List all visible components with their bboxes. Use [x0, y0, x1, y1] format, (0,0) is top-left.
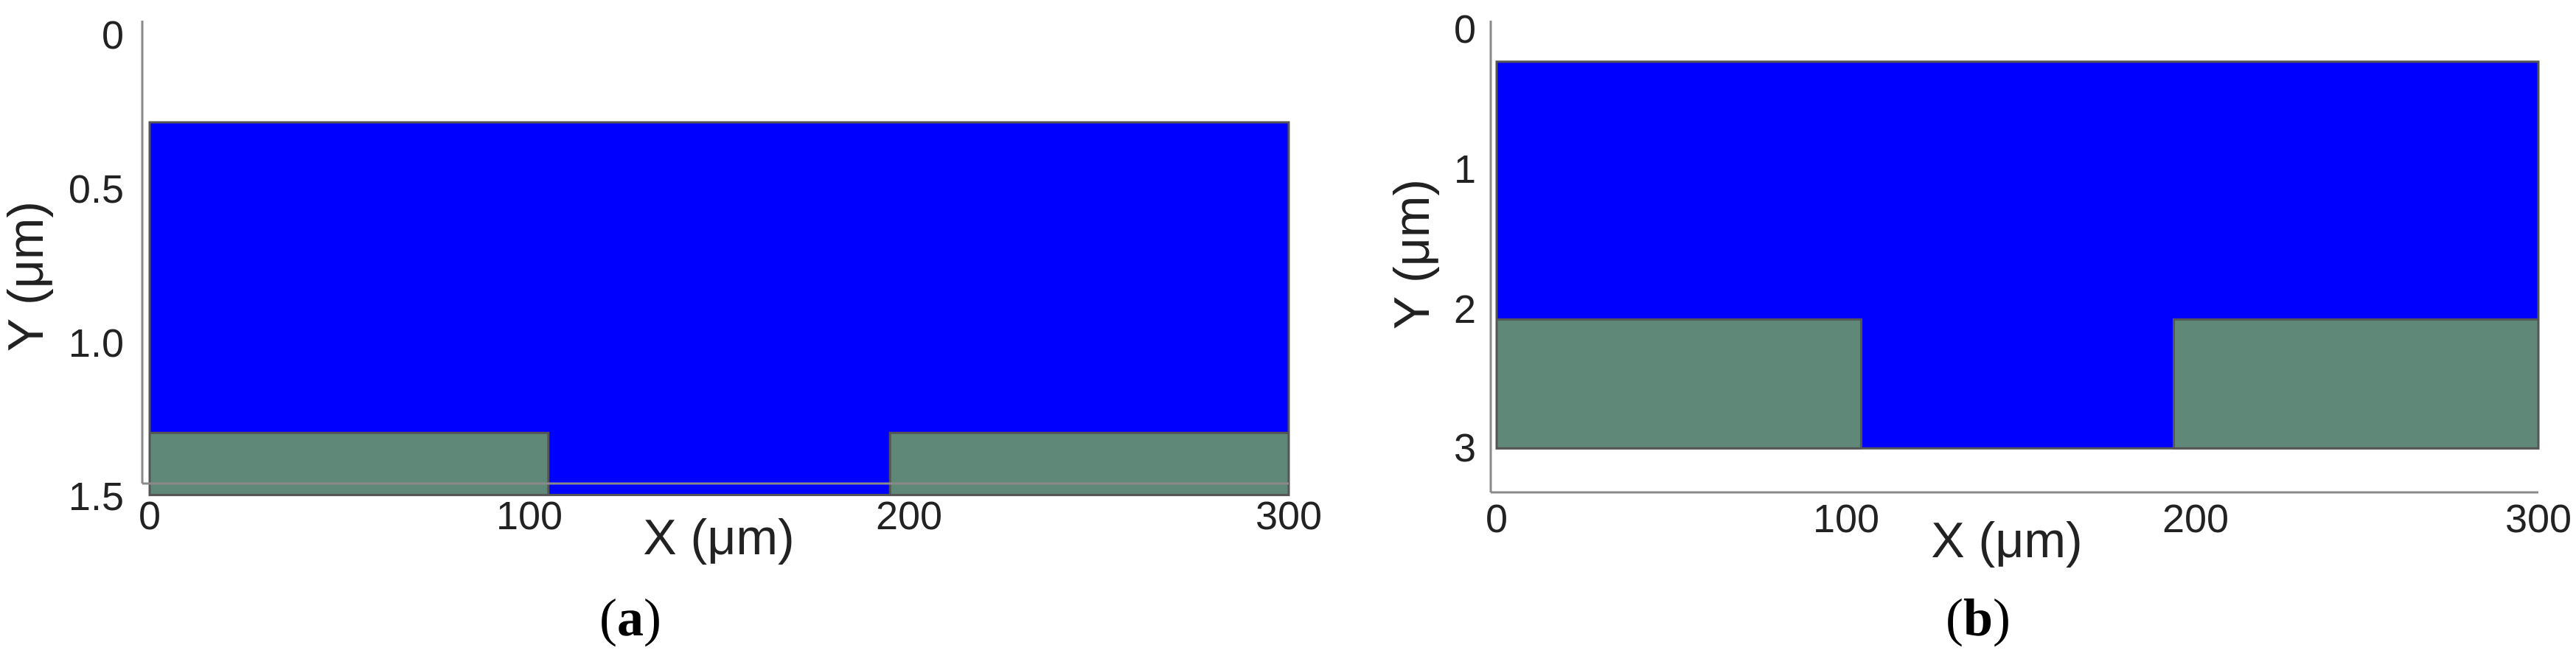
- panel-a-xtick-2: 200: [876, 494, 942, 538]
- panel-a-plot-area: [148, 121, 1290, 497]
- panel-a-x-axis-title: X (μm): [643, 509, 794, 565]
- panel-b: 0 1 2 3 0 100 200 300 X (μm) Y (μm) (b): [1384, 7, 2572, 647]
- panel-b-plot-area: [1495, 60, 2540, 450]
- panel-a-electrode-2: [888, 431, 1290, 497]
- panel-b-electrode-2: [2172, 318, 2540, 450]
- panel-b-xtick-0: 0: [1486, 497, 1508, 541]
- panel-b-ytick-3: 3: [1454, 426, 1476, 470]
- panel-b-ytick-0: 0: [1454, 7, 1476, 52]
- panel-a-ytick-3: 1.5: [69, 475, 124, 519]
- panel-b-ytick-2: 2: [1454, 287, 1476, 332]
- panel-a-electrode-1: [148, 431, 550, 497]
- panel-a: 0 0.5 1.0 1.5 0 100 200 300 X (μm) Y (μm…: [0, 13, 1322, 647]
- panel-a-ytick-0: 0: [102, 13, 124, 57]
- panel-b-y-axis-title: Y (μm): [1384, 179, 1440, 329]
- panel-a-label: (a): [599, 588, 661, 647]
- panel-a-ytick-1: 0.5: [69, 167, 124, 212]
- panel-b-ytick-1: 1: [1454, 147, 1476, 192]
- panel-b-label: (b): [1946, 588, 2011, 647]
- panel-b-xtick-2: 200: [2162, 497, 2229, 541]
- panel-a-ytick-2: 1.0: [69, 321, 124, 366]
- panel-a-y-axis-title: Y (μm): [0, 201, 54, 352]
- panel-b-xtick-3: 300: [2505, 497, 2572, 541]
- panel-a-xtick-0: 0: [139, 494, 161, 538]
- panel-b-xtick-1: 100: [1813, 497, 1879, 541]
- panel-b-x-axis-title: X (μm): [1931, 512, 2082, 568]
- panel-b-electrode-1: [1495, 318, 1863, 450]
- panel-a-xtick-3: 300: [1256, 494, 1322, 538]
- panel-a-xtick-1: 100: [496, 494, 563, 538]
